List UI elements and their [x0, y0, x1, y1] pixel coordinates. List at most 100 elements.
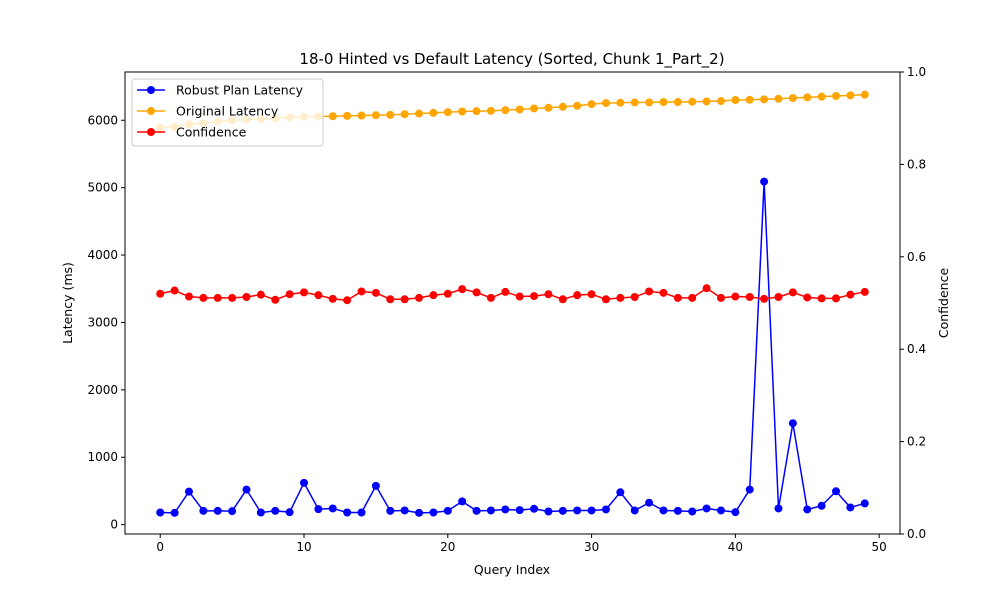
- data-point-2: [630, 292, 639, 301]
- data-point-2: [788, 288, 797, 297]
- data-point-0: [371, 481, 380, 490]
- data-point-0: [228, 507, 237, 516]
- data-point-0: [716, 506, 725, 515]
- data-point-1: [716, 97, 725, 106]
- x-tick-label: 10: [296, 540, 311, 554]
- y2-tick-label: 0.0: [907, 527, 926, 541]
- data-point-2: [343, 296, 352, 305]
- data-point-2: [846, 290, 855, 299]
- data-point-2: [443, 289, 452, 298]
- y2-tick-label: 1.0: [907, 65, 926, 79]
- y2-tick-label: 0.4: [907, 342, 926, 356]
- legend-marker-robust: [147, 86, 155, 94]
- data-point-0: [515, 506, 524, 515]
- data-point-0: [285, 508, 294, 517]
- data-point-1: [472, 107, 481, 116]
- data-point-2: [774, 292, 783, 301]
- data-point-2: [228, 293, 237, 302]
- data-point-1: [415, 109, 424, 118]
- data-point-0: [386, 506, 395, 515]
- data-point-0: [803, 505, 812, 514]
- data-point-2: [472, 288, 481, 297]
- legend-label-original: Original Latency: [176, 104, 279, 119]
- data-point-0: [199, 506, 208, 515]
- data-point-2: [515, 292, 524, 301]
- data-point-0: [170, 508, 179, 517]
- data-point-0: [213, 506, 222, 515]
- data-point-0: [314, 505, 323, 514]
- data-point-1: [386, 110, 395, 119]
- data-point-2: [156, 289, 165, 298]
- data-point-1: [832, 91, 841, 100]
- data-point-1: [745, 95, 754, 104]
- data-point-0: [242, 485, 251, 494]
- data-point-0: [544, 507, 553, 516]
- legend-marker-confidence: [147, 128, 155, 136]
- series-lines: [160, 93, 865, 514]
- data-point-1: [328, 112, 337, 121]
- series-line-0: [160, 180, 865, 514]
- x-axis: 0 10 20 30 40 50: [156, 534, 887, 554]
- data-point-1: [673, 98, 682, 107]
- data-point-2: [170, 286, 179, 295]
- plot-frame: [124, 71, 901, 535]
- data-point-2: [184, 292, 193, 301]
- data-point-1: [558, 102, 567, 111]
- data-point-0: [184, 487, 193, 496]
- data-point-2: [558, 295, 567, 304]
- data-point-0: [472, 506, 481, 515]
- data-point-0: [429, 508, 438, 517]
- data-point-1: [371, 111, 380, 120]
- data-point-2: [688, 293, 697, 302]
- legend: Robust Plan Latency Original Latency Con…: [131, 78, 324, 147]
- data-point-2: [716, 293, 725, 302]
- data-point-0: [601, 505, 610, 514]
- data-point-1: [760, 95, 769, 104]
- data-point-0: [645, 498, 654, 507]
- data-point-2: [530, 292, 539, 301]
- data-point-0: [731, 508, 740, 517]
- data-point-0: [343, 508, 352, 517]
- data-point-1: [443, 108, 452, 117]
- y-axis-right: 0.0 0.2 0.4 0.6 0.8 1.0: [900, 65, 926, 541]
- data-point-0: [256, 508, 265, 517]
- x-tick-label: 20: [440, 540, 455, 554]
- data-point-0: [688, 507, 697, 516]
- x-tick-label: 0: [156, 540, 164, 554]
- y-axis-left: 0 1000 2000 3000 4000 5000 6000: [87, 113, 125, 532]
- data-point-2: [357, 287, 366, 296]
- data-point-0: [817, 501, 826, 510]
- data-point-1: [630, 98, 639, 107]
- data-point-1: [846, 91, 855, 100]
- data-point-0: [443, 506, 452, 515]
- data-point-0: [659, 506, 668, 515]
- y2-tick-label: 0.8: [907, 157, 926, 171]
- chart-title: 18-0 Hinted vs Default Latency (Sorted, …: [299, 50, 724, 69]
- data-point-0: [860, 499, 869, 508]
- data-point-0: [673, 506, 682, 515]
- data-point-2: [429, 291, 438, 300]
- data-point-1: [702, 97, 711, 106]
- data-point-2: [328, 294, 337, 303]
- data-point-1: [587, 100, 596, 109]
- data-point-1: [530, 104, 539, 113]
- data-point-0: [328, 504, 337, 513]
- data-point-0: [357, 508, 366, 517]
- data-point-1: [774, 94, 783, 103]
- data-point-0: [400, 506, 409, 515]
- y-tick-label: 5000: [87, 181, 118, 195]
- data-point-2: [271, 295, 280, 304]
- x-axis-label: Query Index: [474, 562, 550, 577]
- data-point-0: [415, 508, 424, 517]
- data-point-2: [314, 291, 323, 300]
- data-point-1: [515, 105, 524, 114]
- data-point-2: [486, 293, 495, 302]
- legend-box: [131, 78, 324, 147]
- y-tick-label: 4000: [87, 248, 118, 262]
- data-point-2: [400, 295, 409, 304]
- data-point-1: [601, 99, 610, 108]
- series-points: [156, 90, 869, 517]
- data-point-2: [832, 294, 841, 303]
- data-point-0: [745, 485, 754, 494]
